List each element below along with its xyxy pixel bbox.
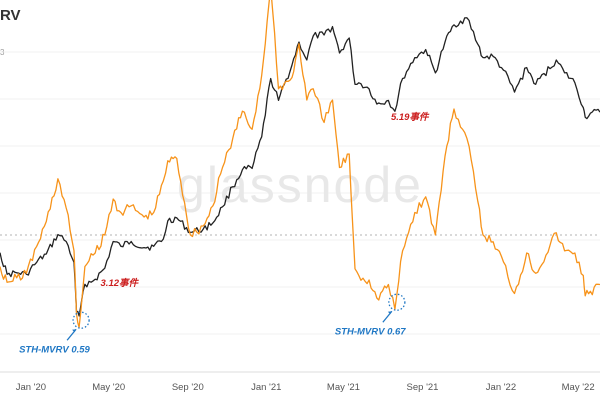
- annotation-circle: [72, 311, 90, 329]
- event-label: 3.12事件: [101, 277, 140, 289]
- annotation-arrowhead: [72, 329, 77, 333]
- chart-title-fragment: RV: [0, 7, 21, 24]
- annotation-label: STH-MVRV 0.59: [19, 344, 90, 355]
- x-axis-ticks: Jan '20 May '20 Sep '20 Jan '21 May '21 Sep '…: [16, 382, 595, 393]
- annotation-circle: [388, 293, 406, 311]
- x-tick-label: May '20: [92, 382, 125, 393]
- annotation-layer: STH-MVRV 0.59 STH-MVRV 0.67 3.12事件 5.19事件: [19, 111, 430, 355]
- x-tick-label: Jan '21: [251, 382, 281, 393]
- chart-subtitle-fragment: 3: [0, 48, 5, 57]
- grid-layer: [0, 51, 600, 335]
- annotation-arrowhead: [387, 311, 392, 315]
- event-label: 5.19事件: [391, 111, 430, 123]
- series-line-price: [0, 17, 600, 317]
- x-tick-label: Jan '22: [486, 382, 516, 393]
- x-tick-label: Jan '20: [16, 382, 46, 393]
- x-tick-label: May '22: [562, 382, 595, 393]
- series-line-sth-mvrv: [0, 0, 600, 328]
- annotation-label: STH-MVRV 0.67: [335, 326, 406, 337]
- x-tick-label: Sep '21: [407, 382, 439, 393]
- x-tick-label: Sep '20: [172, 382, 204, 393]
- x-tick-label: May '21: [327, 382, 360, 393]
